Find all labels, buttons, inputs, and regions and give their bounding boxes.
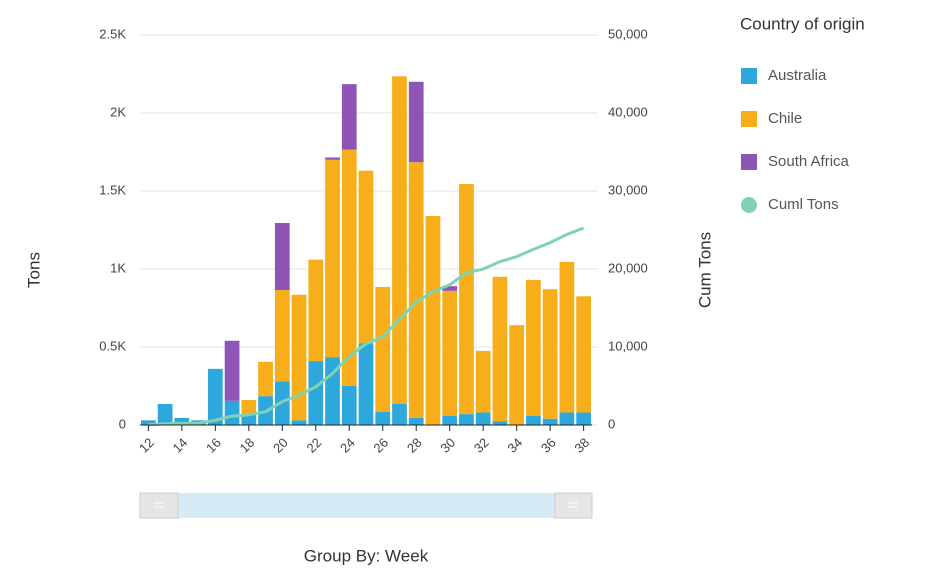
x-tick-label: 24	[337, 435, 358, 456]
y-axis-label: Tons	[24, 252, 43, 288]
bar	[542, 289, 558, 419]
bar	[425, 215, 441, 425]
x-axis-label: Group By: Week	[304, 546, 429, 565]
x-tick-label: 30	[437, 435, 458, 456]
x-tick-label: 18	[237, 435, 258, 456]
bar	[576, 412, 591, 425]
bar	[492, 421, 508, 425]
scroll-handle-right[interactable]	[554, 492, 593, 519]
bar	[408, 81, 424, 163]
y-tick-label: 0.5K	[99, 338, 126, 353]
bar	[341, 386, 357, 425]
bar	[408, 162, 424, 418]
bar	[408, 417, 424, 425]
bar	[559, 412, 575, 425]
bar	[308, 259, 324, 362]
bar	[559, 261, 575, 413]
y-tick-label: 2K	[110, 104, 126, 119]
bar	[358, 170, 374, 344]
bar	[542, 418, 558, 425]
bar	[475, 350, 491, 413]
bar	[224, 340, 240, 401]
bar	[325, 357, 340, 425]
x-tick-label: 20	[270, 435, 291, 456]
x-tick-label: 34	[504, 435, 525, 456]
bar	[325, 157, 340, 160]
y2-tick-label: 30,000	[608, 182, 648, 197]
x-tick-label: 28	[404, 435, 425, 456]
bar	[157, 403, 173, 425]
bar	[341, 149, 357, 386]
y-tick-label: 1.5K	[99, 182, 126, 197]
y2-axis-label: Cum Tons	[695, 232, 714, 308]
bar	[526, 415, 541, 425]
bar	[442, 286, 458, 291]
bar	[475, 412, 491, 425]
bar	[241, 400, 257, 415]
bar	[308, 361, 324, 425]
line	[148, 226, 585, 427]
legend-swatch	[741, 111, 757, 127]
bar	[492, 276, 508, 422]
bar	[274, 222, 290, 291]
x-tick-label: 36	[538, 435, 559, 456]
bar	[576, 296, 591, 413]
legend-label: Australia	[768, 67, 827, 84]
bar	[459, 414, 474, 425]
bar	[526, 279, 541, 416]
x-tick-label: 38	[571, 435, 592, 456]
bar	[392, 76, 407, 404]
x-tick-label: 26	[370, 435, 391, 456]
legend-swatch	[741, 197, 757, 213]
bar	[174, 417, 190, 425]
scrollbar[interactable]	[139, 492, 593, 519]
x-tick-label: 32	[471, 435, 492, 456]
bar	[341, 84, 357, 150]
bar	[274, 290, 290, 382]
x-tick-label: 12	[136, 435, 157, 456]
y2-tick-label: 10,000	[608, 338, 648, 353]
bar	[241, 414, 257, 425]
y2-tick-label: 20,000	[608, 260, 648, 275]
y2-tick-label: 0	[608, 416, 615, 431]
legend-label: Cuml Tons	[768, 196, 839, 213]
x-tick-label: 22	[303, 435, 324, 456]
y-tick-label: 2.5K	[99, 26, 126, 41]
bar	[375, 411, 391, 425]
legend-label: Chile	[768, 110, 802, 127]
bar	[442, 415, 458, 425]
bar	[141, 420, 156, 425]
y2-tick-label: 40,000	[608, 104, 648, 119]
bar	[325, 159, 340, 358]
scroll-track[interactable]	[140, 493, 592, 518]
y-tick-label: 0	[119, 416, 126, 431]
bar	[442, 290, 458, 416]
bar	[291, 294, 307, 421]
legend-title: Country of origin	[740, 14, 865, 33]
bar	[224, 400, 240, 425]
legend-swatch	[741, 154, 757, 170]
bar	[258, 361, 273, 397]
bar	[375, 286, 391, 412]
bar	[509, 325, 525, 425]
bar	[291, 420, 307, 425]
legend-swatch	[741, 68, 757, 84]
x-tick-label: 16	[203, 435, 224, 456]
legend-label: South Africa	[768, 153, 850, 170]
scroll-handle-left[interactable]	[139, 492, 179, 519]
y-tick-label: 1K	[110, 260, 126, 275]
bar	[358, 343, 374, 425]
y2-tick-label: 50,000	[608, 26, 648, 41]
bar	[459, 183, 474, 415]
bar	[207, 368, 223, 425]
x-tick-label: 14	[170, 435, 191, 456]
bar	[392, 403, 407, 425]
